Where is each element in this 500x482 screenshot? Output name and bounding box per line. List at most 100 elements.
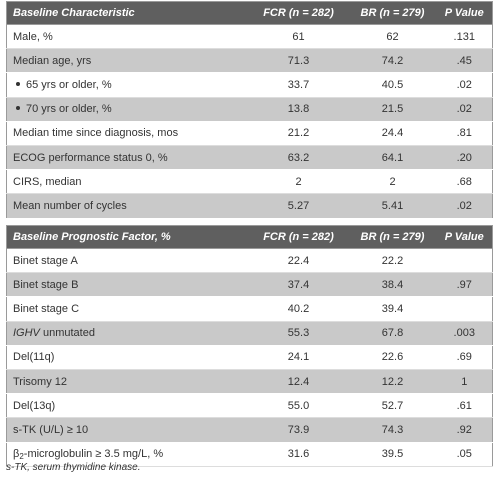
column-header: FCR (n = 282) — [248, 1, 349, 25]
br-value: 12.2 — [348, 369, 437, 395]
p-value: .61 — [436, 393, 493, 419]
fcr-value: 33.7 — [248, 72, 349, 98]
column-header: BR (n = 279) — [348, 1, 437, 25]
p-value: .02 — [436, 97, 493, 122]
row-label-text: 70 yrs or older, % — [26, 103, 112, 116]
table-row: β2-microglobulin ≥ 3.5 mg/L, % 31.6 39.5… — [6, 442, 493, 467]
br-value: 2 — [348, 169, 437, 195]
table-row: Del(13q) 55.0 52.7 .61 — [6, 393, 493, 419]
table-row: 65 yrs or older, % 33.7 40.5 .02 — [6, 72, 493, 98]
ighv-suffix: unmutated — [39, 327, 95, 340]
row-label: IGHV unmutated — [6, 321, 249, 346]
b2-label-suffix: -microglobulin ≥ 3.5 mg/L, % — [23, 447, 164, 460]
column-header: P Value — [436, 225, 493, 249]
table-row: Binet stage B 37.4 38.4 .97 — [6, 272, 493, 298]
fcr-value: 37.4 — [248, 272, 349, 298]
br-value: 74.2 — [348, 48, 437, 74]
column-header: BR (n = 279) — [348, 225, 437, 249]
row-label: Male, % — [6, 24, 249, 50]
fcr-value: 63.2 — [248, 145, 349, 171]
fcr-value: 61 — [248, 24, 349, 50]
p-value: .92 — [436, 417, 493, 443]
row-label: β2-microglobulin ≥ 3.5 mg/L, % — [6, 442, 249, 467]
br-value: 21.5 — [348, 97, 437, 122]
table-row: 70 yrs or older, % 13.8 21.5 .02 — [6, 97, 493, 122]
fcr-value: 73.9 — [248, 417, 349, 443]
row-label: CIRS, median — [6, 169, 249, 195]
fcr-value: 31.6 — [248, 442, 349, 467]
p-value: 1 — [436, 369, 493, 395]
row-label: 70 yrs or older, % — [6, 97, 249, 122]
p-value: .131 — [436, 24, 493, 50]
row-label: Binet stage B — [6, 272, 249, 298]
row-label: Mean number of cycles — [6, 193, 249, 219]
p-value: .69 — [436, 345, 493, 370]
p-value: .81 — [436, 121, 493, 146]
column-header: Baseline Prognostic Factor, % — [6, 225, 249, 249]
fcr-value: 22.4 — [248, 248, 349, 274]
table-header-row: Baseline Prognostic Factor, % FCR (n = 2… — [6, 225, 493, 249]
column-header: P Value — [436, 1, 493, 25]
br-value: 38.4 — [348, 272, 437, 298]
p-value: .68 — [436, 169, 493, 195]
fcr-value: 71.3 — [248, 48, 349, 74]
baseline-characteristics-table: Baseline Characteristic FCR (n = 282) BR… — [6, 1, 493, 219]
fcr-value: 40.2 — [248, 296, 349, 322]
table-row: Median time since diagnosis, mos 21.2 24… — [6, 121, 493, 146]
br-value: 74.3 — [348, 417, 437, 443]
br-value: 52.7 — [348, 393, 437, 419]
br-value: 39.5 — [348, 442, 437, 467]
p-value: .45 — [436, 48, 493, 74]
table-row: Binet stage C 40.2 39.4 — [6, 296, 493, 322]
table-row: s-TK (U/L) ≥ 10 73.9 74.3 .92 — [6, 417, 493, 443]
table-row: IGHV unmutated 55.3 67.8 .003 — [6, 321, 493, 346]
table-row: ECOG performance status 0, % 63.2 64.1 .… — [6, 145, 493, 171]
p-value — [436, 296, 493, 322]
br-value: 39.4 — [348, 296, 437, 322]
br-value: 64.1 — [348, 145, 437, 171]
row-label: ECOG performance status 0, % — [6, 145, 249, 171]
table-row: Trisomy 12 12.4 12.2 1 — [6, 369, 493, 395]
row-label: s-TK (U/L) ≥ 10 — [6, 417, 249, 443]
table-header-row: Baseline Characteristic FCR (n = 282) BR… — [6, 1, 493, 25]
prognostic-factors-table: Baseline Prognostic Factor, % FCR (n = 2… — [6, 225, 493, 467]
br-value: 67.8 — [348, 321, 437, 346]
subscript-two: 2 — [19, 451, 24, 461]
row-label: Binet stage C — [6, 296, 249, 322]
fcr-value: 24.1 — [248, 345, 349, 370]
row-label: Median time since diagnosis, mos — [6, 121, 249, 146]
bullet-icon — [16, 106, 20, 111]
table-row: Mean number of cycles 5.27 5.41 .02 — [6, 193, 493, 219]
p-value: .20 — [436, 145, 493, 171]
ighv-label: IGHV — [13, 327, 40, 340]
table-footnote: s-TK, serum thymidine kinase. — [6, 462, 141, 473]
column-header: Baseline Characteristic — [6, 1, 249, 25]
br-value: 40.5 — [348, 72, 437, 98]
fcr-value: 5.27 — [248, 193, 349, 219]
br-value: 22.2 — [348, 248, 437, 274]
p-value: .02 — [436, 193, 493, 219]
table-row: Male, % 61 62 .131 — [6, 24, 493, 50]
p-value: .05 — [436, 442, 493, 467]
table-row: CIRS, median 2 2 .68 — [6, 169, 493, 195]
row-label: Median age, yrs — [6, 48, 249, 74]
beta-symbol: β — [13, 447, 20, 460]
p-value: .003 — [436, 321, 493, 346]
fcr-value: 55.0 — [248, 393, 349, 419]
row-label: Del(11q) — [6, 345, 249, 370]
br-value: 24.4 — [348, 121, 437, 146]
fcr-value: 12.4 — [248, 369, 349, 395]
table-row: Binet stage A 22.4 22.2 — [6, 248, 493, 274]
table-row: Median age, yrs 71.3 74.2 .45 — [6, 48, 493, 74]
table-row: Del(11q) 24.1 22.6 .69 — [6, 345, 493, 370]
row-label-text: 65 yrs or older, % — [26, 78, 112, 91]
fcr-value: 21.2 — [248, 121, 349, 146]
column-header: FCR (n = 282) — [248, 225, 349, 249]
p-value: .97 — [436, 272, 493, 298]
row-label: Binet stage A — [6, 248, 249, 274]
br-value: 22.6 — [348, 345, 437, 370]
row-label: 65 yrs or older, % — [6, 72, 249, 98]
fcr-value: 2 — [248, 169, 349, 195]
row-label: Trisomy 12 — [6, 369, 249, 395]
br-value: 5.41 — [348, 193, 437, 219]
